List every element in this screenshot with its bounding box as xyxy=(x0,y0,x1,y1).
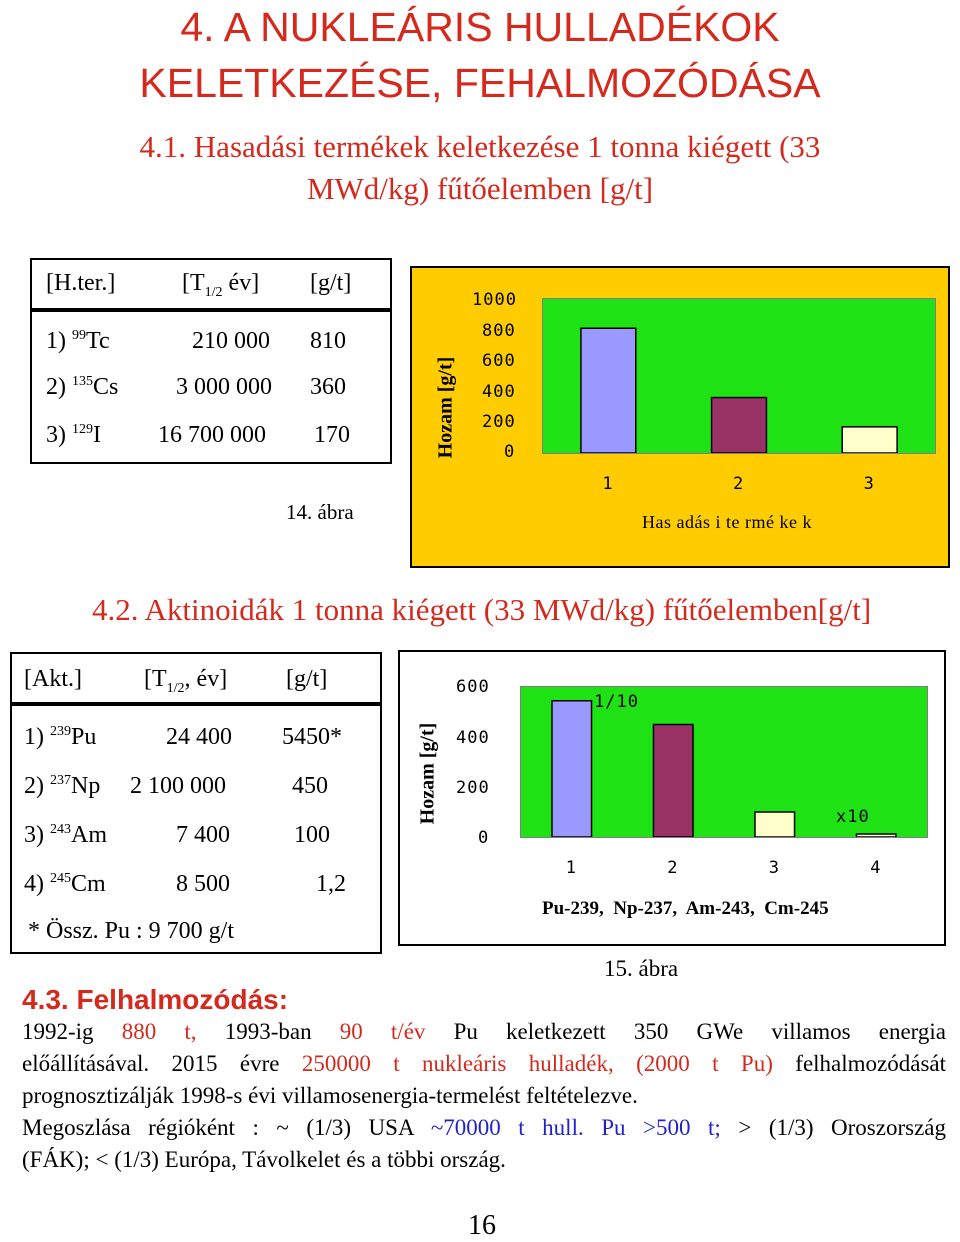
chart1-ytick: 0 xyxy=(504,442,516,462)
figure-15-caption: 15. ábra xyxy=(604,956,679,981)
halflife-cell: 3 000 000 xyxy=(176,374,272,400)
x-tick-label: 1 xyxy=(565,858,577,878)
section-4-1-heading-line2: MWd/kg) fűtőelemben [g/t] xyxy=(306,171,654,206)
isotope-cell: 3) 129I xyxy=(46,422,101,448)
chart1-ytick: 800 xyxy=(482,321,516,341)
chart1-ytick: 600 xyxy=(482,351,516,371)
table2-col-header-amount: [g/t] xyxy=(286,666,328,692)
section-4-3-heading: 4.3. Felhalmozódás: xyxy=(22,984,289,1015)
chart2-y-axis-label: Hozam [g/t] xyxy=(416,722,439,825)
chart-bar-3 xyxy=(841,426,898,453)
chart2-ytick: 200 xyxy=(456,778,490,798)
chart1-ytick: 200 xyxy=(482,412,516,432)
chart1-frame: Hozam [g/t] 1000 800 600 400 200 0 1 2 3 H… xyxy=(410,266,950,568)
para-line-5: (FÁK); < (1/3) Európa, Távolkelet és a t… xyxy=(22,1147,506,1172)
chart1-y-axis-label: Hozam [g/t] xyxy=(434,356,457,459)
chart-bar-1 xyxy=(580,327,637,453)
chart-bar-3 xyxy=(754,811,796,837)
table1-header-box: [H.ter.] [T1/2 év] [g/t] xyxy=(30,258,392,310)
halflife-cell: 16 700 000 xyxy=(158,422,266,448)
chart-bar-4 xyxy=(855,833,897,837)
section-4-2-heading: 4.2. Aktinoidák 1 tonna kiégett (33 MWd/… xyxy=(92,592,872,627)
section-4-1-heading-line1: 4.1. Hasadási termékek keletkezése 1 ton… xyxy=(139,129,821,164)
isotope-cell: 2) 135Cs xyxy=(46,374,119,400)
para-line-1: 1992-ig 880 t, 1993-ban 90 t/év Pu kelet… xyxy=(22,1019,946,1044)
table2-col-header-halflife: [T1/2, év] xyxy=(144,666,228,696)
chart2-species-label: Pu-239, Np-237, Am-243, Cm-245 xyxy=(542,898,829,919)
chart-bar-2 xyxy=(652,723,694,837)
chart1-ytick: 400 xyxy=(482,382,516,402)
section-4-3-paragraph: 1992-ig 880 t, 1993-ban 90 t/év Pu kelet… xyxy=(22,1016,946,1176)
amount-cell: 360 xyxy=(310,374,346,400)
chart1-plot-area xyxy=(542,298,936,454)
x-tick-label: 2 xyxy=(667,858,679,878)
chart-bar-1 xyxy=(551,700,593,837)
table1-body-box: 1) 99Tc 210 000 810 2) 135Cs 3 000 000 3… xyxy=(30,310,392,464)
figure-14-caption: 14. ábra xyxy=(286,500,354,524)
page-title-line1: 4. A NUKLEÁRIS HULLADÉKOK xyxy=(180,4,780,50)
x-tick-label: 3 xyxy=(768,858,780,878)
chart1-ytick: 1000 xyxy=(472,290,517,310)
chart2-bar4-note: x10 xyxy=(836,807,870,827)
chart-bar-2 xyxy=(710,396,768,453)
amount-cell: 170 xyxy=(314,422,350,448)
chart2-bar1-note: 1/10 xyxy=(594,692,639,712)
halflife-cell: 210 000 xyxy=(192,328,270,354)
table2-header-box: [Akt.] [T1/2, év] [g/t] xyxy=(10,652,382,704)
chart2-plot-area xyxy=(520,686,928,838)
amount-cell: 810 xyxy=(310,328,346,354)
x-tick-label: 4 xyxy=(870,858,882,878)
table2-col-header-actinide: [Akt.] xyxy=(24,666,82,692)
chart2-ytick: 0 xyxy=(478,828,490,848)
page-number: 16 xyxy=(468,1210,496,1241)
chart1-x-axis-label: Has adás i te rmé ke k xyxy=(642,512,812,532)
chart1-bars-svg xyxy=(580,327,898,453)
table1-col-header-isotope: [H.ter.] xyxy=(46,270,116,296)
isotope-cell: 1) 99Tc xyxy=(46,328,110,354)
x-tick-label: 1 xyxy=(602,474,614,494)
table2-body-box: 1) 239Pu 24 400 5450* 2) 237Np 2 100 000… xyxy=(10,704,382,954)
table1-col-header-amount: [g/t] xyxy=(310,270,352,296)
table1-col-header-halflife: [T1/2 év] xyxy=(182,270,260,300)
chart2-bars-svg xyxy=(551,700,897,837)
para-line-2: előállításával. 2015 évre 250000 t nukle… xyxy=(22,1051,946,1076)
x-tick-label: 2 xyxy=(733,474,745,494)
para-line-4: Megoszlása régióként : ~ (1/3) USA ~7000… xyxy=(22,1115,946,1140)
chart2-ytick: 400 xyxy=(456,728,490,748)
x-tick-label: 3 xyxy=(863,474,875,494)
page-title-line2: KELETKEZÉSE, FEHALMOZÓDÁSA xyxy=(139,60,821,106)
chart2-ytick: 600 xyxy=(456,677,490,697)
para-line-3: prognosztizálják 1998-s évi villamosener… xyxy=(22,1083,638,1108)
